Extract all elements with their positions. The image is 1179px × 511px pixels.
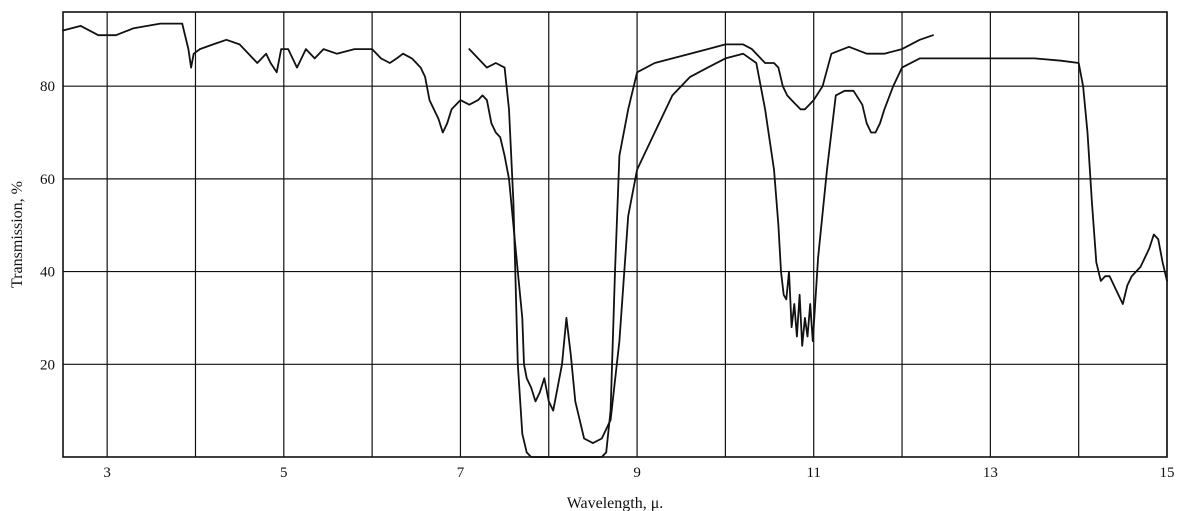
y-tick-label: 80	[40, 79, 55, 95]
x-tick-label: 15	[1160, 465, 1175, 481]
x-tick-label: 9	[633, 465, 641, 481]
series-layer	[62, 22, 1168, 458]
x-axis-title: Wavelength, μ.	[567, 495, 664, 511]
y-tick-label: 20	[40, 357, 55, 373]
y-tick-label: 40	[40, 265, 55, 281]
x-tick-labels: 3 5 7 9 11 13 15	[103, 465, 1174, 481]
grid	[63, 12, 1168, 457]
x-tick-label: 7	[457, 465, 465, 481]
y-axis-title: Transmission, %	[9, 181, 26, 288]
y-tick-labels: 20 40 60 80	[40, 79, 55, 373]
series-line-1	[62, 22, 1168, 445]
x-tick-label: 5	[280, 465, 288, 481]
x-tick-label: 11	[806, 465, 820, 481]
y-tick-label: 60	[40, 172, 55, 188]
x-tick-label: 13	[983, 465, 998, 481]
series-line-2	[468, 34, 934, 458]
x-tick-label: 3	[103, 465, 111, 481]
plot-frame	[62, 11, 1168, 458]
